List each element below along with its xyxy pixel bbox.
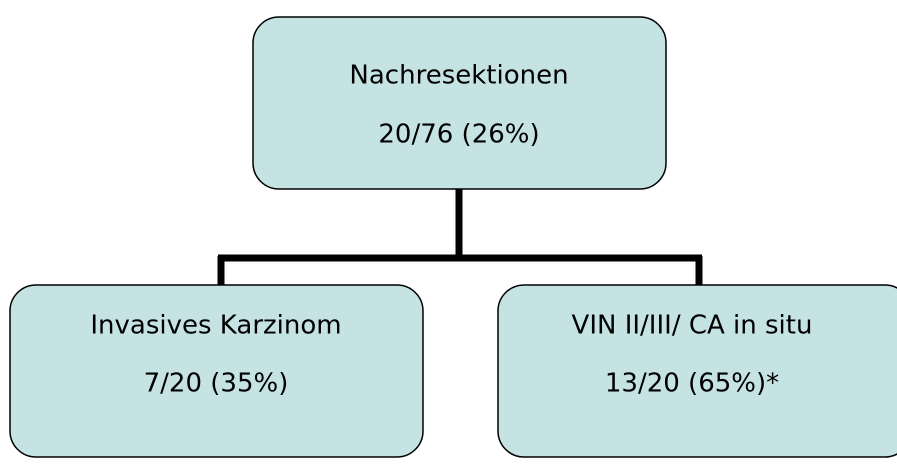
node-box — [497, 284, 897, 458]
connectors — [217, 188, 703, 285]
node-label: VIN II/III/ CA in situ — [572, 311, 813, 341]
node-value: 7/20 (35%) — [144, 369, 289, 399]
node-box — [9, 284, 424, 458]
node-box — [252, 16, 667, 190]
node-value: 13/20 (65%)* — [605, 369, 779, 399]
node-value: 20/76 (26%) — [378, 120, 539, 150]
node-label: Nachresektionen — [349, 61, 568, 91]
node-label: Invasives Karzinom — [90, 311, 341, 341]
